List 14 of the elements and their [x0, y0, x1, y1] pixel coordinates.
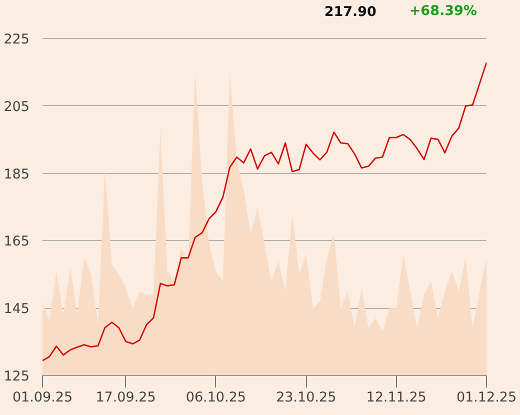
- x-tick-label: 01.12.25: [456, 390, 517, 406]
- x-tick-label: 23.10.25: [276, 390, 336, 406]
- x-tick-label: 17.09.25: [96, 390, 156, 406]
- y-tick-label: 165: [4, 234, 30, 250]
- y-tick-label: 185: [4, 166, 30, 182]
- y-tick-label: 225: [4, 32, 30, 48]
- x-tick-label: 01.09.25: [12, 390, 73, 406]
- text: 217.90: [324, 4, 376, 20]
- y-tick-label: 205: [4, 98, 30, 115]
- y-tick-label: 125: [4, 368, 30, 384]
- y-tick-label: 145: [4, 301, 30, 318]
- x-tick-label: 06.10.25: [186, 390, 246, 406]
- x-tick-label: 12.11.25: [366, 390, 426, 406]
- text: +68.39%: [409, 3, 478, 19]
